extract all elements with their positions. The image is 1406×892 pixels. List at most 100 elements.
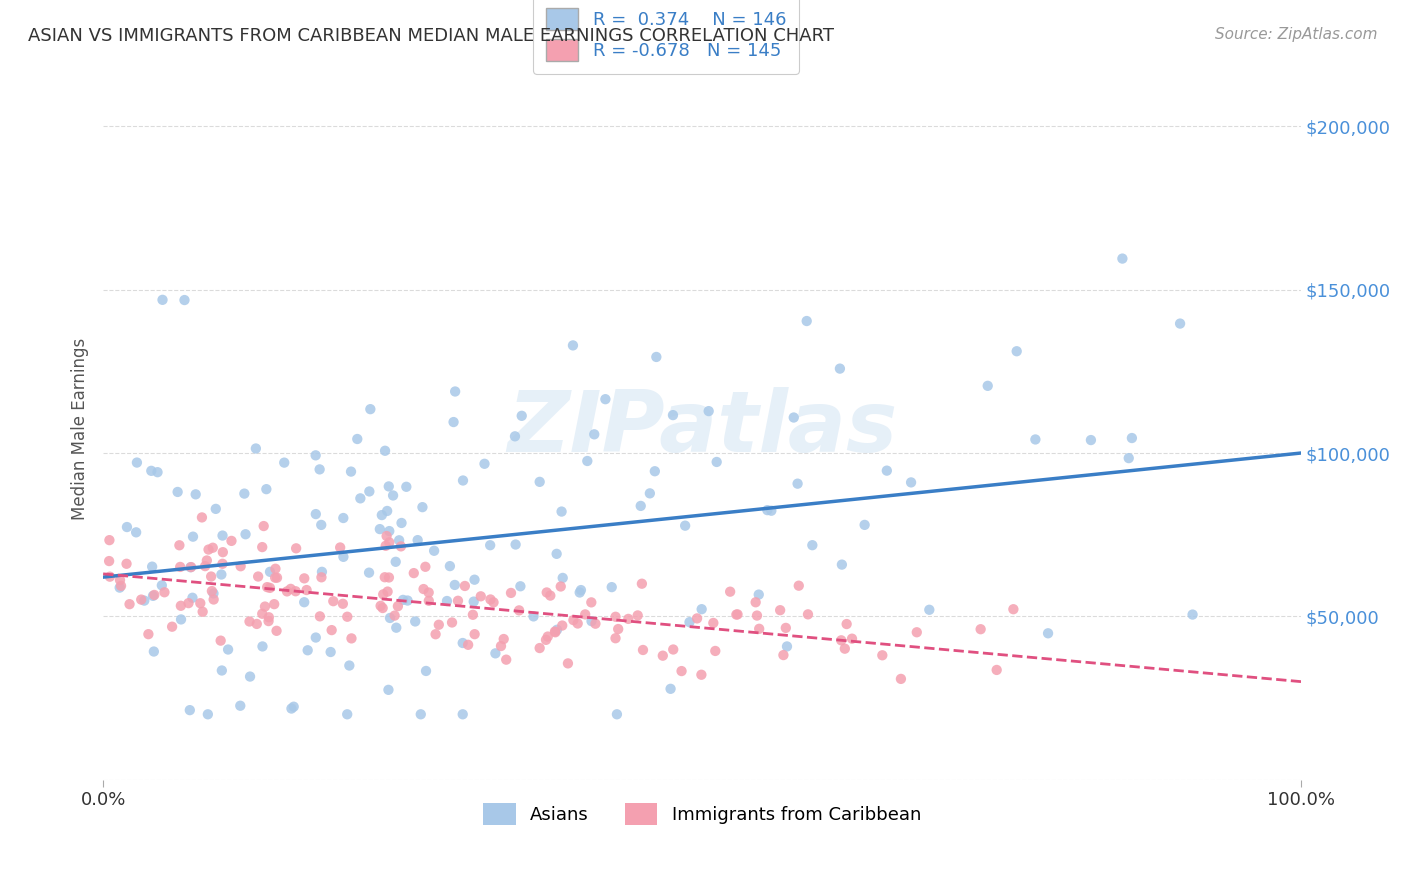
Point bbox=[631, 576, 654, 591]
Point bbox=[489, 639, 512, 653]
Point bbox=[510, 409, 533, 423]
Point bbox=[202, 592, 225, 607]
Point bbox=[627, 608, 650, 623]
Point bbox=[630, 499, 652, 513]
Point bbox=[138, 627, 160, 641]
Point bbox=[662, 642, 685, 657]
Point bbox=[179, 703, 201, 717]
Point bbox=[378, 479, 401, 493]
Point bbox=[474, 457, 496, 471]
Point bbox=[834, 641, 856, 656]
Point bbox=[853, 517, 876, 532]
Point bbox=[534, 632, 557, 647]
Point bbox=[1181, 607, 1204, 622]
Point bbox=[378, 570, 401, 584]
Point bbox=[309, 517, 332, 532]
Point bbox=[1168, 317, 1191, 331]
Point bbox=[536, 585, 558, 599]
Point bbox=[283, 699, 305, 714]
Point bbox=[607, 622, 630, 636]
Point bbox=[776, 640, 799, 654]
Point bbox=[509, 579, 531, 593]
Point bbox=[411, 500, 433, 515]
Point bbox=[142, 589, 165, 603]
Point bbox=[551, 571, 574, 585]
Point bbox=[253, 519, 276, 533]
Point bbox=[718, 584, 741, 599]
Point bbox=[246, 616, 269, 631]
Point bbox=[332, 511, 354, 525]
Point bbox=[340, 632, 363, 646]
Point bbox=[583, 616, 606, 631]
Text: ZIPatlas: ZIPatlas bbox=[508, 387, 897, 470]
Point bbox=[346, 432, 368, 446]
Point bbox=[211, 545, 233, 559]
Point bbox=[396, 593, 419, 607]
Point bbox=[384, 555, 406, 569]
Point bbox=[378, 611, 401, 625]
Point bbox=[1118, 451, 1140, 466]
Point bbox=[786, 476, 808, 491]
Point bbox=[384, 608, 406, 623]
Point bbox=[266, 624, 288, 638]
Point bbox=[872, 648, 894, 663]
Point bbox=[195, 553, 218, 567]
Point bbox=[550, 580, 572, 594]
Point bbox=[905, 625, 928, 640]
Point bbox=[756, 503, 779, 517]
Point bbox=[110, 579, 132, 593]
Point bbox=[311, 565, 333, 579]
Point bbox=[166, 485, 188, 500]
Point bbox=[463, 594, 485, 608]
Point bbox=[247, 569, 270, 583]
Point bbox=[522, 609, 544, 624]
Point bbox=[492, 632, 515, 646]
Point bbox=[503, 429, 526, 443]
Point bbox=[115, 557, 138, 571]
Point bbox=[986, 663, 1008, 677]
Point bbox=[125, 456, 148, 470]
Point bbox=[259, 581, 281, 595]
Point bbox=[835, 617, 858, 632]
Point bbox=[252, 607, 274, 621]
Point bbox=[169, 560, 191, 574]
Point bbox=[319, 645, 342, 659]
Point bbox=[412, 582, 434, 596]
Point bbox=[257, 614, 280, 628]
Point bbox=[451, 707, 474, 722]
Point bbox=[673, 518, 696, 533]
Point bbox=[385, 621, 408, 635]
Point bbox=[671, 664, 693, 678]
Point bbox=[238, 615, 260, 629]
Text: ASIAN VS IMMIGRANTS FROM CARIBBEAN MEDIAN MALE EARNINGS CORRELATION CHART: ASIAN VS IMMIGRANTS FROM CARIBBEAN MEDIA… bbox=[28, 27, 834, 45]
Point bbox=[388, 533, 411, 548]
Point bbox=[292, 571, 315, 585]
Point bbox=[638, 486, 661, 500]
Point bbox=[305, 507, 328, 521]
Point bbox=[576, 454, 599, 468]
Point bbox=[479, 592, 502, 607]
Point bbox=[562, 613, 585, 627]
Point bbox=[783, 410, 806, 425]
Point bbox=[359, 402, 381, 417]
Point bbox=[321, 623, 343, 637]
Point bbox=[170, 599, 193, 613]
Point bbox=[463, 573, 485, 587]
Point bbox=[470, 590, 492, 604]
Point bbox=[443, 415, 465, 429]
Point bbox=[505, 537, 527, 551]
Point bbox=[181, 591, 204, 605]
Point bbox=[150, 578, 173, 592]
Point bbox=[143, 588, 166, 602]
Point bbox=[202, 586, 225, 600]
Point bbox=[537, 630, 560, 644]
Point bbox=[217, 642, 239, 657]
Point bbox=[918, 603, 941, 617]
Point bbox=[153, 585, 176, 599]
Point bbox=[160, 620, 183, 634]
Point bbox=[194, 559, 217, 574]
Point bbox=[415, 559, 437, 574]
Point bbox=[229, 559, 252, 574]
Point bbox=[574, 607, 596, 622]
Point bbox=[557, 657, 579, 671]
